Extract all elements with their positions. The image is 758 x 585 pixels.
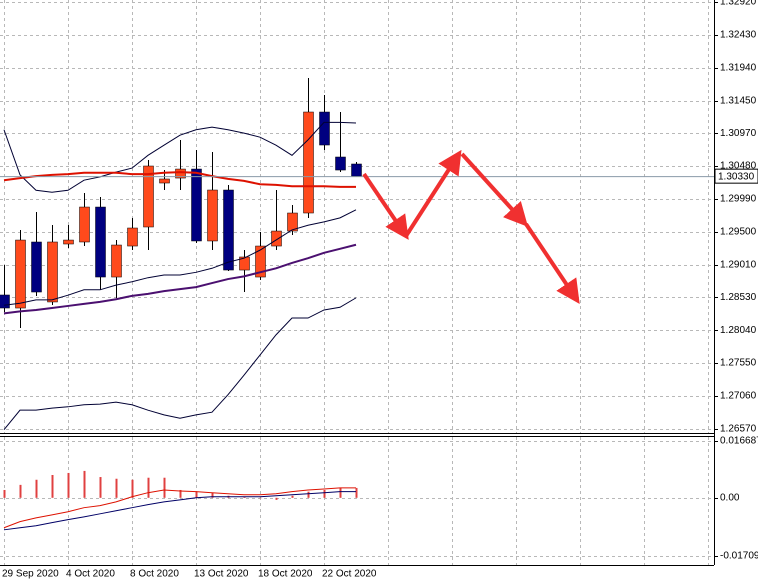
histogram-bar <box>3 489 6 498</box>
histogram-bar <box>323 489 326 498</box>
candle-body <box>0 294 10 309</box>
candle-body <box>79 206 90 243</box>
candle-body <box>127 227 138 247</box>
candle-body <box>239 256 250 271</box>
y-tick-label: 1.32430 <box>720 30 757 41</box>
arrow <box>524 222 580 304</box>
indicator-line <box>3 243 357 315</box>
histogram-bar <box>339 487 342 498</box>
histogram-bar <box>179 489 182 498</box>
y-tick-label: 1.29010 <box>720 260 757 271</box>
indicator-line <box>3 209 357 306</box>
candle-body <box>255 245 266 278</box>
candle-body <box>319 111 330 146</box>
histogram-bar <box>35 479 38 498</box>
arrow <box>362 172 409 240</box>
histogram-bar <box>67 472 70 498</box>
x-tick-label: 18 Oct 2020 <box>258 569 313 580</box>
indicator-line <box>3 491 356 531</box>
y-tick-label: -0.01709 <box>720 551 758 562</box>
y-tick-label: 1.27060 <box>720 391 757 402</box>
histogram-bar <box>131 479 134 498</box>
candle-body <box>111 244 122 278</box>
price-panel <box>0 78 714 430</box>
grid-layer <box>0 0 714 565</box>
x-tick-label: 29 Sep 2020 <box>2 569 59 580</box>
y-tick-label: 1.28040 <box>720 325 757 336</box>
indicator-line <box>3 297 357 430</box>
current-price-label: 1.30330 <box>718 171 755 182</box>
histogram-bar <box>291 495 294 498</box>
candle-body <box>159 178 170 184</box>
candle-body <box>31 241 42 293</box>
histogram-bar <box>19 484 22 498</box>
histogram-bar <box>83 470 86 498</box>
y-tick-label: 1.29500 <box>720 227 757 238</box>
candle-body <box>15 239 26 309</box>
y-tick-label: 1.27550 <box>720 358 757 369</box>
y-tick-label: 1.30970 <box>720 128 757 139</box>
histogram-bar <box>211 492 214 498</box>
candle-body <box>191 168 202 242</box>
histogram-bar <box>163 477 166 498</box>
y-tick-label: 1.30480 <box>720 161 757 172</box>
histogram-bar <box>275 497 278 500</box>
candle-body <box>351 163 362 177</box>
histogram-bar <box>147 477 150 498</box>
y-tick-label: 1.26570 <box>720 424 757 435</box>
current-price-box <box>714 168 758 184</box>
arrow <box>404 149 462 238</box>
histogram-bar <box>51 474 54 498</box>
candle-body <box>271 230 282 247</box>
candle-body <box>303 111 314 214</box>
candle-body <box>47 241 58 303</box>
arrow <box>460 152 529 227</box>
oscillator-panel <box>3 470 358 531</box>
candle-body <box>175 168 186 179</box>
candle-body <box>95 206 106 278</box>
indicator-line <box>3 121 357 193</box>
candle-body <box>223 189 234 271</box>
histogram-bar <box>259 497 262 499</box>
y-tick-label: 1.31450 <box>720 95 757 106</box>
histogram-bar <box>115 478 118 498</box>
indicator-line <box>3 487 356 529</box>
indicator-line <box>3 171 356 188</box>
candle-body <box>143 165 154 228</box>
candle-body <box>63 239 74 245</box>
y-tick-label: 1.32920 <box>720 0 757 8</box>
histogram-bar <box>355 487 358 498</box>
candle-body <box>207 189 218 242</box>
histogram-bar <box>195 491 198 498</box>
candle-body <box>287 212 298 232</box>
y-tick-label: 0.016687 <box>720 436 758 447</box>
frame <box>0 0 715 566</box>
x-tick-label: 4 Oct 2020 <box>66 569 115 580</box>
x-tick-label: 13 Oct 2020 <box>194 569 249 580</box>
histogram-bar <box>307 491 310 498</box>
y-tick-label: 0.00 <box>720 492 740 503</box>
y-tick-label: 1.31940 <box>720 63 757 74</box>
annotation-arrows <box>362 149 580 304</box>
histogram-bar <box>99 477 102 498</box>
histogram-bar <box>243 496 246 498</box>
y-tick-label: 1.29990 <box>720 194 757 205</box>
y-tick-label: 1.28530 <box>720 292 757 303</box>
candle-body <box>335 156 346 171</box>
x-tick-label: 22 Oct 2020 <box>322 569 377 580</box>
x-tick-label: 8 Oct 2020 <box>130 569 179 580</box>
